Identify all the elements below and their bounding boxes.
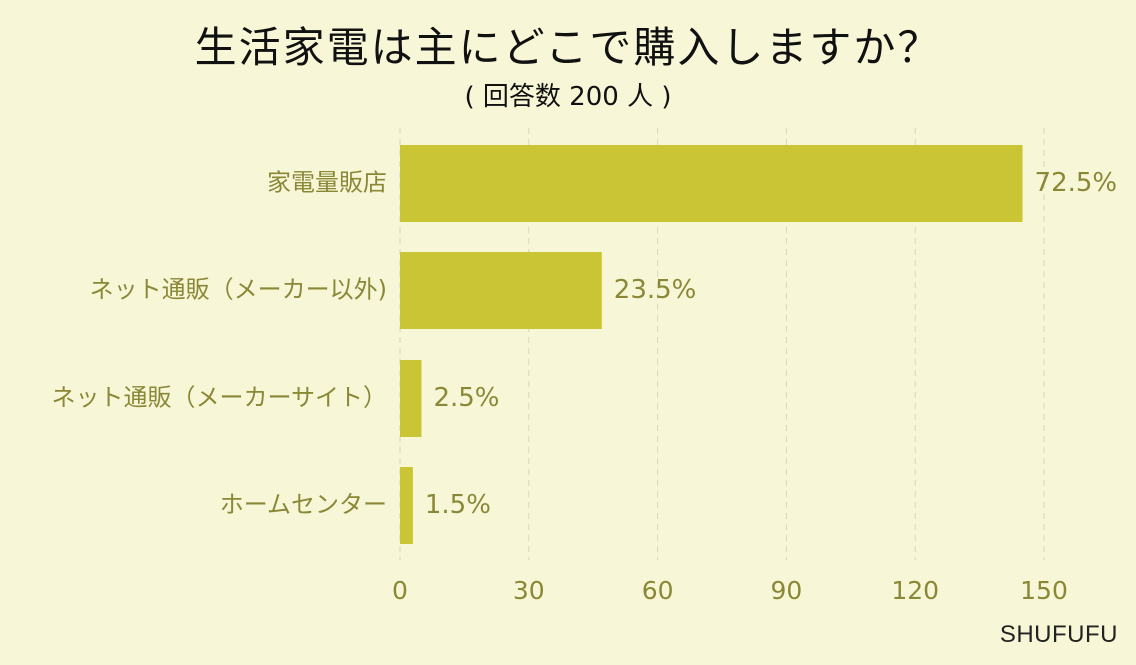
x-tick-label: 120 — [891, 576, 939, 605]
value-label: 1.5% — [425, 490, 491, 520]
x-tick-label: 150 — [1020, 576, 1068, 605]
bar — [400, 360, 422, 437]
value-labels: 72.5% 23.5% 2.5% 1.5% — [425, 168, 1117, 520]
value-label: 72.5% — [1035, 168, 1118, 198]
chart-title: 生活家電は主にどこで購入しますか？ — [194, 23, 942, 72]
category-label: ネット通販（メーカー以外) — [90, 276, 387, 304]
x-tick-label: 60 — [642, 576, 674, 605]
value-label: 23.5% — [614, 275, 697, 305]
category-label: ネット通販（メーカーサイト） — [51, 384, 387, 412]
x-tick-label: 0 — [392, 576, 408, 605]
bar — [400, 252, 602, 329]
brand-logo: SHUFUFU — [999, 621, 1118, 648]
x-axis-ticks: 0 30 60 90 120 150 — [392, 576, 1068, 605]
bars — [400, 145, 1023, 544]
x-tick-label: 30 — [513, 576, 545, 605]
category-label: ホームセンター — [220, 491, 387, 519]
chart-subtitle: ( 回答数 200 人 ) — [464, 82, 672, 112]
x-tick-label: 90 — [770, 576, 802, 605]
category-label: 家電量販店 — [267, 169, 387, 197]
bar — [400, 467, 413, 544]
bar — [400, 145, 1023, 222]
value-label: 2.5% — [433, 383, 499, 413]
